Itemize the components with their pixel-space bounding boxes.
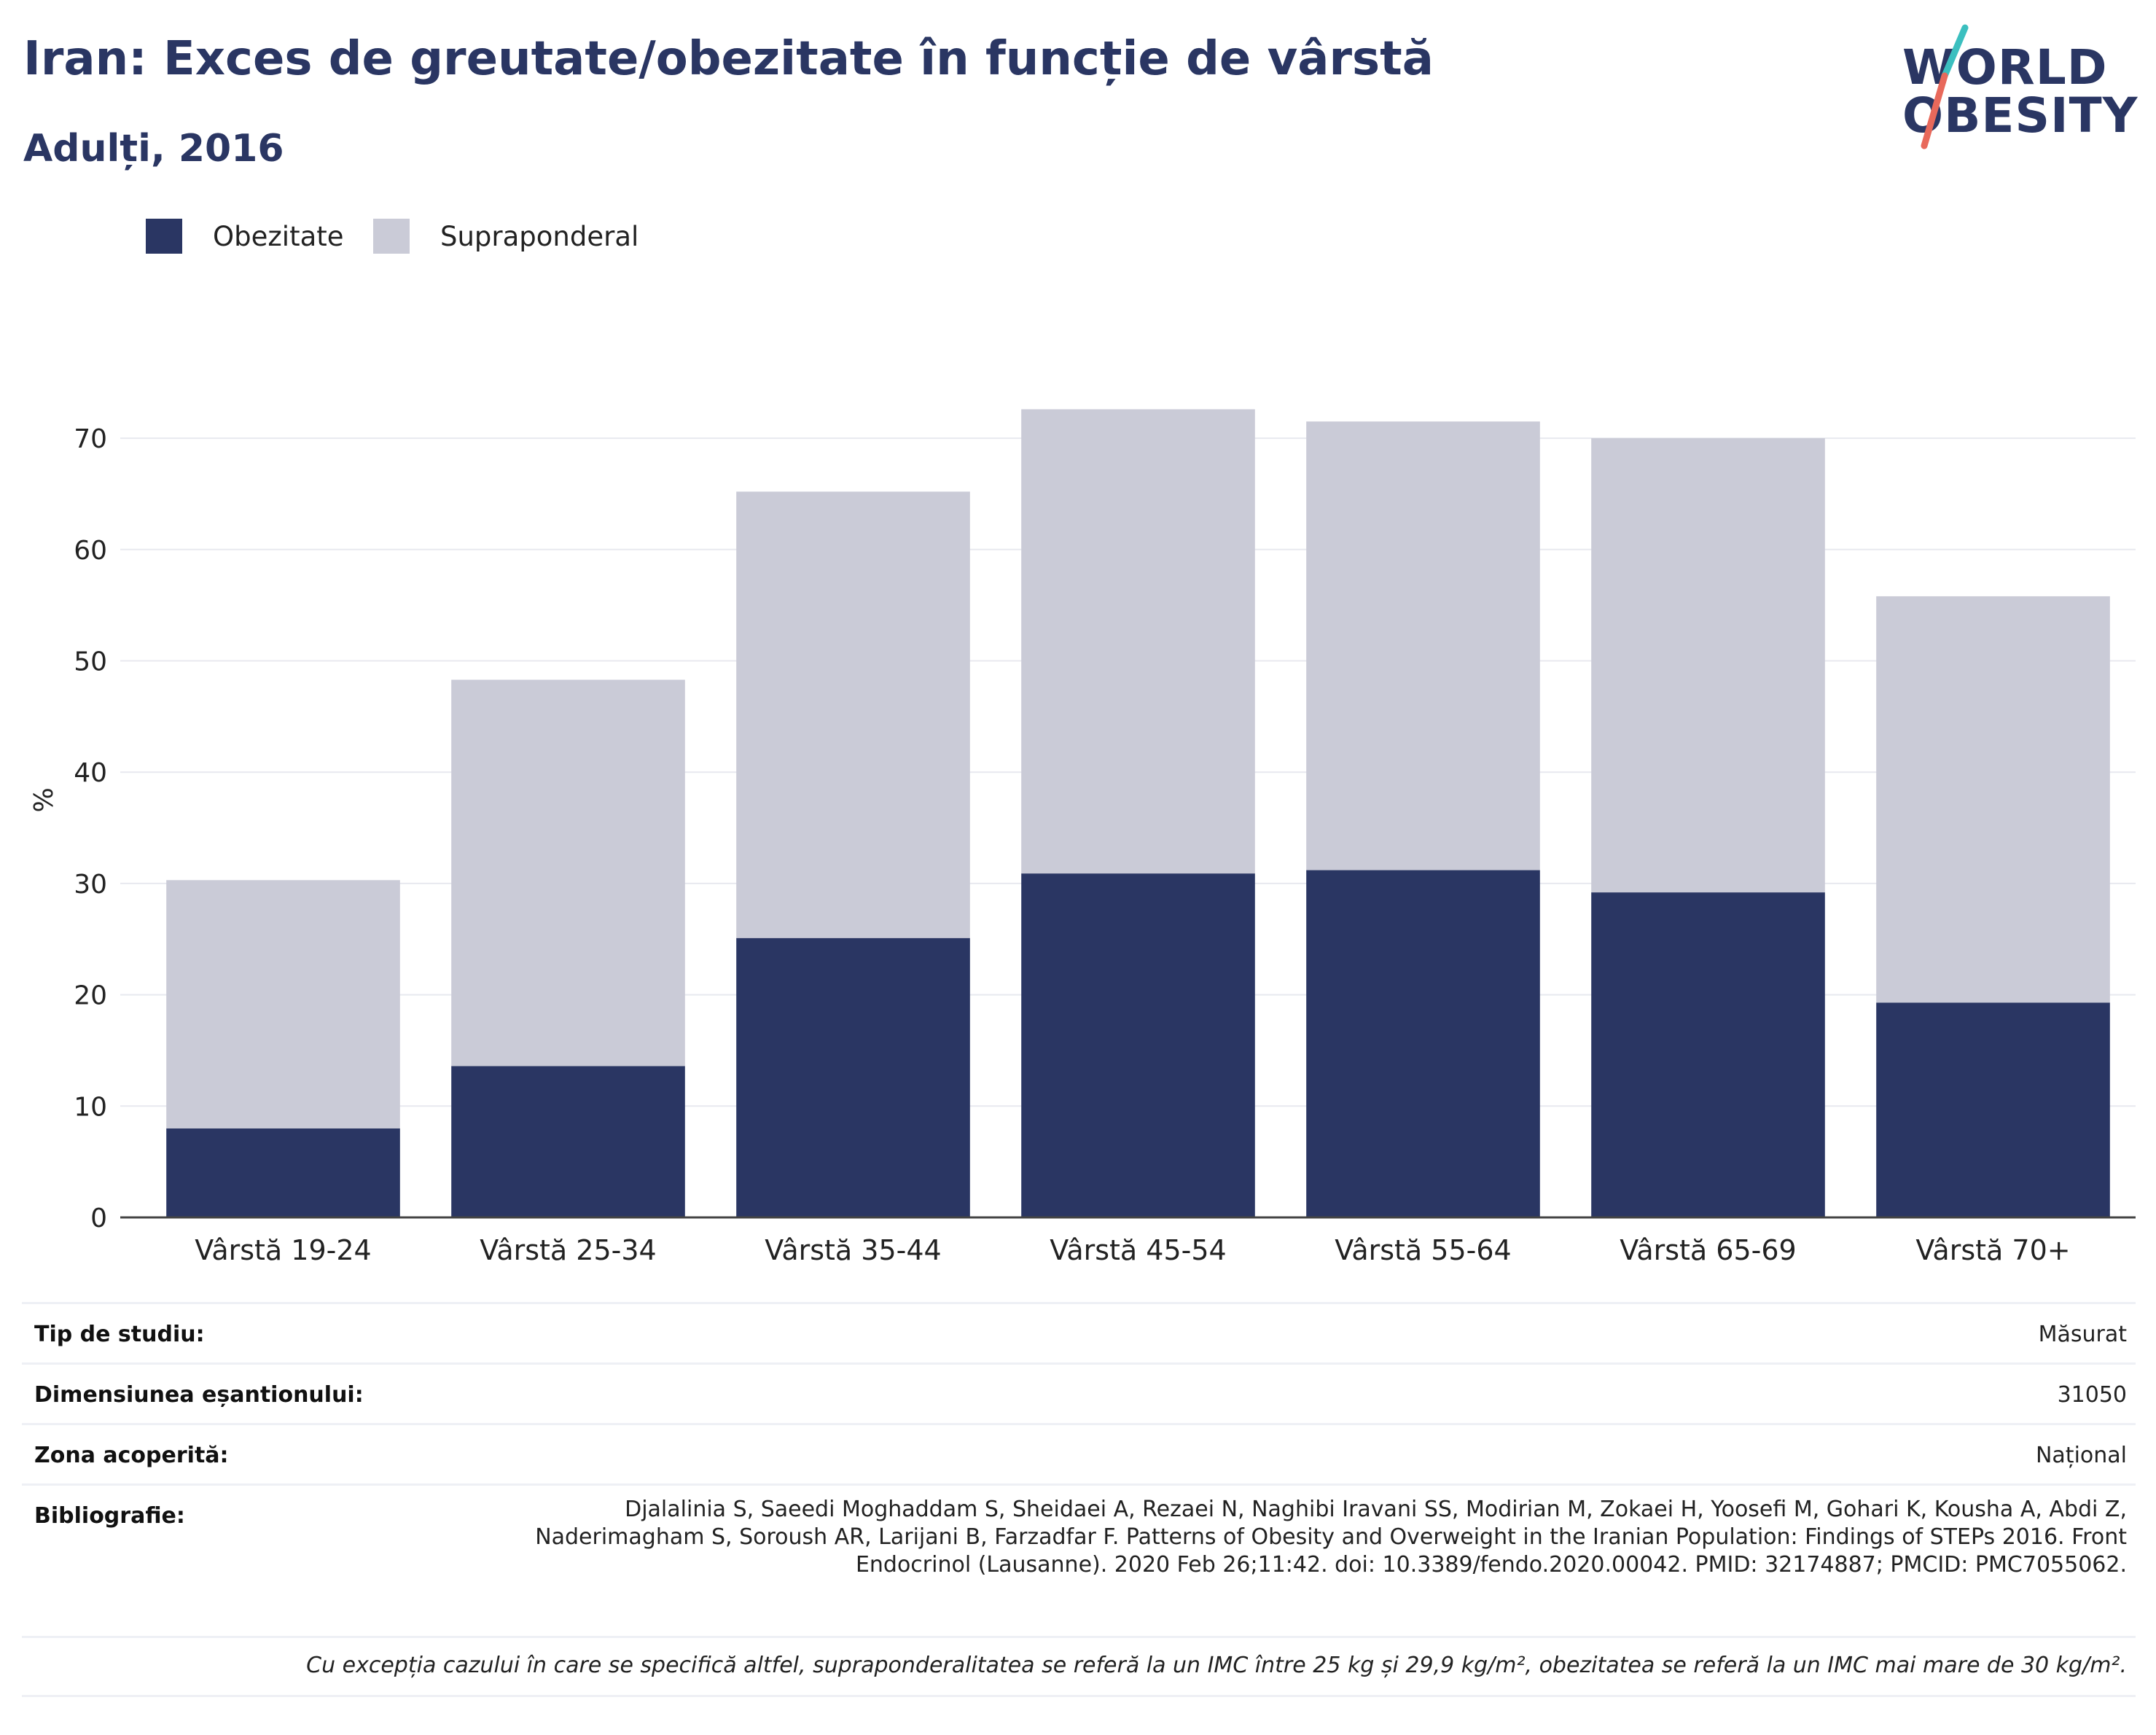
info-value: Măsurat bbox=[2038, 1322, 2127, 1347]
x-tick-label: Vârstă 70+ bbox=[1915, 1234, 2070, 1266]
logo-line-1: WORLD bbox=[1902, 39, 2108, 95]
world-obesity-logo: WORLD OBESITY bbox=[1902, 22, 2137, 153]
legend-swatch-obezitate bbox=[146, 219, 182, 254]
x-tick-label: Vârstă 25-34 bbox=[480, 1234, 656, 1266]
bar-supraponderal bbox=[451, 679, 685, 1067]
legend-label: Supraponderal bbox=[440, 220, 639, 252]
bar-obezitate bbox=[451, 1066, 685, 1217]
info-value: Djalalinia S, Saeedi Moghaddam S, Sheida… bbox=[535, 1497, 2127, 1578]
x-tick-label: Vârstă 55-64 bbox=[1335, 1234, 1511, 1266]
info-row-area-covered: Zona acoperită: Național bbox=[22, 1423, 2136, 1483]
info-label: Tip de studiu: bbox=[34, 1322, 205, 1347]
x-tick-label: Vârstă 45-54 bbox=[1050, 1234, 1226, 1266]
legend-label: Obezitate bbox=[213, 220, 344, 252]
bar-supraponderal bbox=[1021, 409, 1255, 874]
y-tick-label: 10 bbox=[74, 1092, 107, 1122]
x-tick-label: Vârstă 19-24 bbox=[195, 1234, 371, 1266]
info-row-footnote: Cu excepția cazului în care se specifică… bbox=[22, 1636, 2136, 1697]
bar-obezitate bbox=[736, 937, 970, 1217]
bar-obezitate bbox=[1876, 1002, 2110, 1217]
y-tick-label: 30 bbox=[74, 870, 107, 900]
bar-supraponderal bbox=[1876, 596, 2110, 1003]
y-tick-label: 70 bbox=[74, 424, 107, 454]
legend-item-supraponderal[interactable]: Supraponderal bbox=[373, 219, 638, 254]
bar-supraponderal bbox=[166, 880, 400, 1128]
bar-obezitate bbox=[1591, 892, 1825, 1217]
y-tick-label: 60 bbox=[74, 536, 107, 566]
bar-obezitate bbox=[1306, 870, 1540, 1217]
info-table: Tip de studiu: Măsurat Dimensiunea eșant… bbox=[22, 1302, 2136, 1697]
bar-supraponderal bbox=[1306, 421, 1540, 870]
legend-item-obezitate[interactable]: Obezitate bbox=[146, 219, 344, 254]
bar-supraponderal bbox=[736, 491, 970, 938]
bar-obezitate bbox=[1021, 873, 1255, 1217]
legend-swatch-supraponderal bbox=[373, 219, 410, 254]
info-label: Bibliografie: bbox=[34, 1503, 185, 1529]
y-axis-label: % bbox=[29, 787, 59, 812]
bar-supraponderal bbox=[1591, 438, 1825, 893]
info-value: Național bbox=[2035, 1443, 2127, 1468]
info-row-bibliography: Bibliografie: Djalalinia S, Saeedi Mogha… bbox=[22, 1483, 2136, 1636]
stacked-bar-chart: 0 10 20 30 40 50 60 70% Vârstă 19-24 Vârstă 25-34… bbox=[29, 409, 2136, 1266]
page-title: Iran: Exces de greutate/obezitate în fun… bbox=[23, 32, 1434, 86]
logo-slash-icon bbox=[1921, 24, 1969, 149]
info-row-study-type: Tip de studiu: Măsurat bbox=[22, 1302, 2136, 1362]
y-tick-label: 50 bbox=[74, 647, 107, 677]
page-subtitle: Adulți, 2016 bbox=[23, 127, 284, 171]
y-tick-label: 20 bbox=[74, 981, 107, 1011]
info-label: Zona acoperită: bbox=[34, 1443, 229, 1468]
info-value: 31050 bbox=[2057, 1382, 2127, 1408]
x-tick-label: Vârstă 35-44 bbox=[765, 1234, 941, 1266]
bar-obezitate bbox=[166, 1128, 400, 1217]
info-label: Dimensiunea eșantionului: bbox=[34, 1382, 364, 1408]
y-tick-label: 0 bbox=[90, 1204, 107, 1233]
info-row-sample-size: Dimensiunea eșantionului: 31050 bbox=[22, 1362, 2136, 1423]
footnote-text: Cu excepția cazului în care se specifică… bbox=[306, 1653, 2127, 1678]
y-tick-label: 40 bbox=[74, 758, 107, 788]
x-tick-label: Vârstă 65-69 bbox=[1620, 1234, 1796, 1266]
